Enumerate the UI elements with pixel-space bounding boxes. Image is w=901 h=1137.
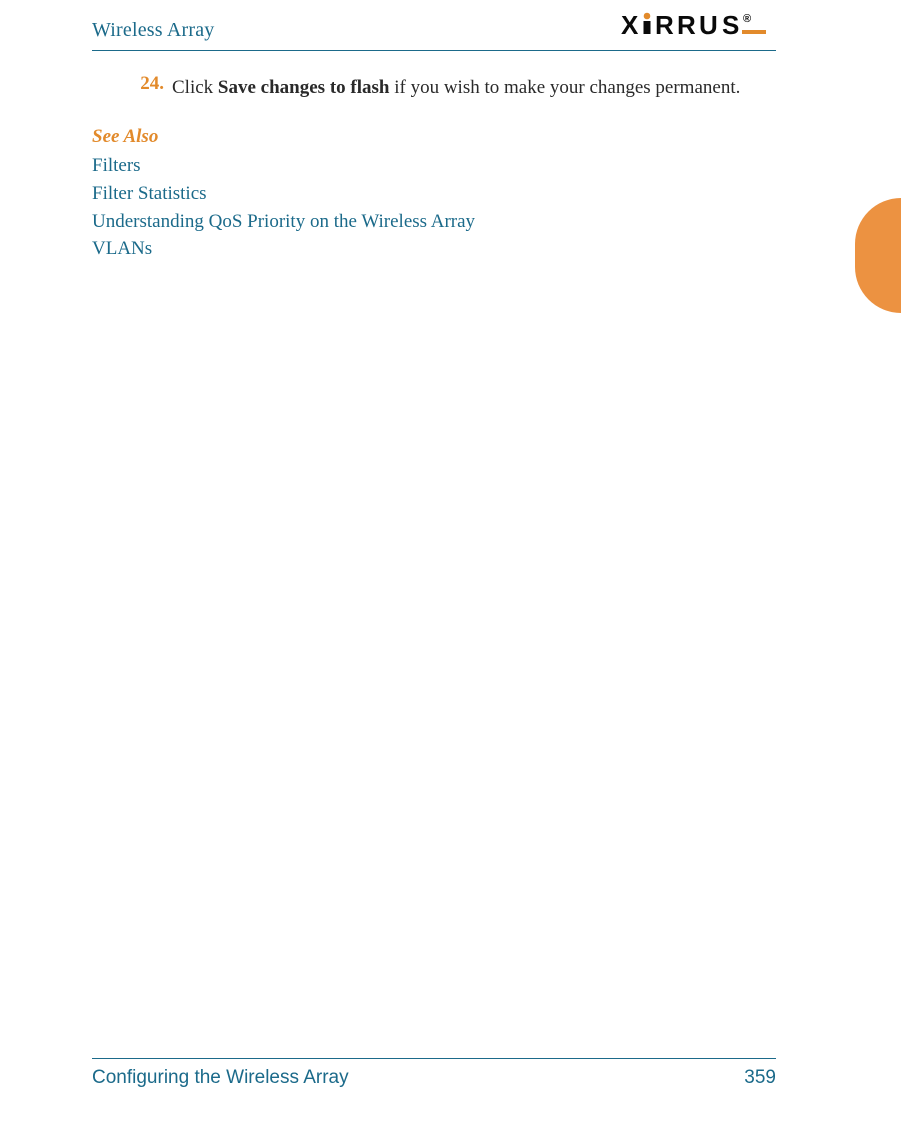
- footer-row: Configuring the Wireless Array 359: [92, 1067, 776, 1089]
- see-also-heading: See Also: [92, 126, 776, 148]
- svg-text:R: R: [655, 12, 674, 40]
- step-bold: Save changes to flash: [218, 77, 390, 98]
- see-also-link-filter-statistics[interactable]: Filter Statistics: [92, 180, 776, 208]
- footer-page-number: 359: [744, 1067, 776, 1089]
- svg-text:X: X: [621, 12, 639, 40]
- step-text: Click Save changes to flash if you wish …: [172, 73, 776, 102]
- see-also-link-vlans[interactable]: VLANs: [92, 235, 776, 263]
- footer-rule: [92, 1058, 776, 1059]
- page-footer: Configuring the Wireless Array 359: [92, 1058, 776, 1089]
- page-header: Wireless Array X R R U S ®: [92, 12, 776, 48]
- page-content: 24. Click Save changes to flash if you w…: [92, 73, 776, 263]
- xirrus-logo-svg: X R R U S ®: [621, 12, 776, 42]
- step-prefix: Click: [172, 77, 218, 98]
- svg-text:U: U: [699, 12, 718, 40]
- see-also-link-qos[interactable]: Understanding QoS Priority on the Wirele…: [92, 208, 776, 236]
- step-number: 24.: [134, 73, 164, 95]
- step-suffix: if you wish to make your changes permane…: [389, 77, 740, 98]
- footer-section-title: Configuring the Wireless Array: [92, 1067, 349, 1089]
- see-also-list: Filters Filter Statistics Understanding …: [92, 152, 776, 262]
- see-also-link-filters[interactable]: Filters: [92, 152, 776, 180]
- xirrus-logo: X R R U S ®: [621, 12, 776, 47]
- svg-text:R: R: [677, 12, 696, 40]
- svg-text:S: S: [722, 12, 739, 40]
- running-head: Wireless Array: [92, 19, 215, 42]
- header-rule: [92, 50, 776, 51]
- document-page: Wireless Array X R R U S ® 24.: [0, 0, 901, 1137]
- svg-text:®: ®: [743, 13, 751, 25]
- numbered-step: 24. Click Save changes to flash if you w…: [134, 73, 776, 102]
